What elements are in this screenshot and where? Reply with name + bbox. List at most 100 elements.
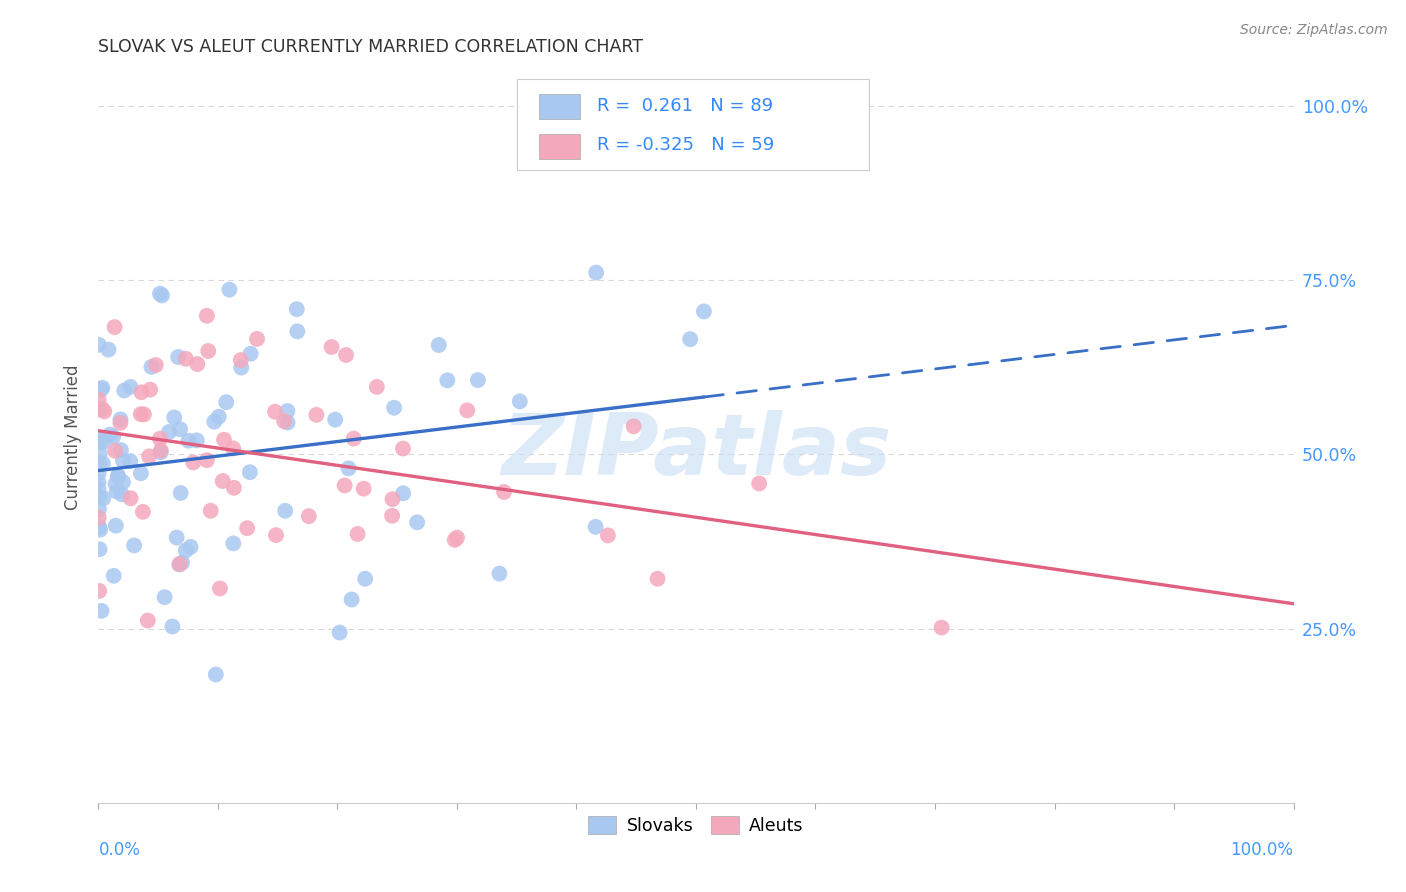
Point <box>169 422 191 436</box>
Point <box>180 540 202 554</box>
Point <box>392 442 415 456</box>
Point <box>931 621 953 635</box>
Point <box>174 543 197 558</box>
Point <box>150 288 173 302</box>
Point <box>321 340 343 354</box>
Point <box>89 447 111 461</box>
FancyBboxPatch shape <box>540 95 581 119</box>
Point <box>169 557 191 571</box>
Point <box>186 357 208 371</box>
Point <box>333 478 356 492</box>
Point <box>436 373 458 387</box>
Point <box>132 408 155 422</box>
Point <box>488 566 510 581</box>
Point <box>446 531 468 545</box>
Text: ZIPatlas: ZIPatlas <box>501 410 891 493</box>
FancyBboxPatch shape <box>540 134 581 159</box>
Point <box>107 469 129 483</box>
Point <box>111 487 134 501</box>
Point <box>264 405 287 419</box>
Point <box>90 383 112 397</box>
Point <box>120 454 142 468</box>
Point <box>141 359 163 374</box>
Point <box>97 343 120 357</box>
Point <box>231 360 253 375</box>
Point <box>98 427 121 442</box>
Point <box>443 533 465 547</box>
Point <box>90 604 112 618</box>
Point <box>93 404 115 418</box>
Point <box>93 491 115 506</box>
Point <box>132 505 155 519</box>
Point <box>104 477 127 491</box>
Point <box>285 302 308 317</box>
Point <box>354 572 377 586</box>
Point <box>89 523 111 537</box>
Text: 100.0%: 100.0% <box>1230 841 1294 859</box>
Text: Source: ZipAtlas.com: Source: ZipAtlas.com <box>1240 23 1388 37</box>
Point <box>236 521 259 535</box>
Point <box>335 348 357 362</box>
Point <box>169 486 191 500</box>
Point <box>382 401 405 415</box>
Point <box>111 475 134 489</box>
Point <box>104 320 127 334</box>
Point <box>91 435 114 450</box>
Point <box>346 527 368 541</box>
Point <box>222 481 245 495</box>
Point <box>406 516 429 530</box>
Point <box>87 502 110 516</box>
Point <box>111 453 134 467</box>
Point <box>110 416 132 430</box>
Point <box>623 419 645 434</box>
Point <box>163 410 186 425</box>
Point <box>120 491 142 506</box>
Point <box>91 381 114 395</box>
Point <box>343 432 366 446</box>
FancyBboxPatch shape <box>517 78 869 170</box>
Point <box>285 325 308 339</box>
Point <box>89 456 111 470</box>
Point <box>89 583 111 598</box>
Point <box>277 416 299 430</box>
Y-axis label: Currently Married: Currently Married <box>65 364 83 510</box>
Text: R = -0.325   N = 59: R = -0.325 N = 59 <box>596 136 775 154</box>
Point <box>181 455 204 469</box>
Point <box>229 353 252 368</box>
Point <box>87 490 110 504</box>
Point <box>157 425 180 439</box>
Text: R =  0.261   N = 89: R = 0.261 N = 89 <box>596 97 773 115</box>
Text: SLOVAK VS ALEUT CURRENTLY MARRIED CORRELATION CHART: SLOVAK VS ALEUT CURRENTLY MARRIED CORREL… <box>98 38 644 56</box>
Point <box>337 461 360 475</box>
Point <box>101 430 124 444</box>
Point <box>353 482 375 496</box>
Text: 0.0%: 0.0% <box>98 841 141 859</box>
Point <box>509 394 531 409</box>
Point <box>202 415 225 429</box>
Point <box>149 286 172 301</box>
Point <box>195 309 218 323</box>
Point <box>212 433 235 447</box>
Point <box>246 332 269 346</box>
Point <box>136 614 159 628</box>
Point <box>381 508 404 523</box>
Point <box>392 486 415 500</box>
Point <box>87 434 110 449</box>
Point <box>211 474 233 488</box>
Point <box>87 520 110 534</box>
Point <box>131 385 153 400</box>
Point <box>222 442 245 456</box>
Point <box>149 432 172 446</box>
Point <box>87 392 110 407</box>
Point <box>585 266 607 280</box>
Point <box>103 569 125 583</box>
Point <box>138 450 160 464</box>
Point <box>177 434 200 448</box>
Point <box>91 401 114 416</box>
Point <box>381 492 404 507</box>
Point <box>340 592 363 607</box>
Point <box>748 476 770 491</box>
Point <box>239 465 262 479</box>
Point <box>145 358 167 372</box>
Point <box>492 484 515 499</box>
